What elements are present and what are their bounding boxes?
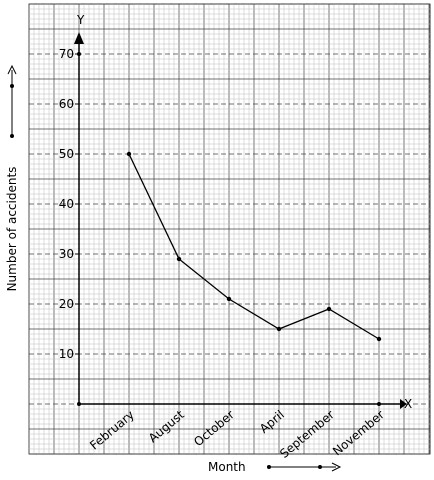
y-direction-dot — [10, 134, 14, 138]
y-tick-label: 10 — [59, 347, 74, 361]
y-tick-label: 60 — [59, 97, 74, 111]
direction-arrows — [7, 64, 342, 472]
y-direction-arrowhead — [7, 64, 17, 75]
x-direction-dot — [318, 465, 322, 469]
x-axis-end-point — [377, 402, 381, 406]
x-direction-arrowhead — [331, 462, 342, 472]
y-axis-letter: Y — [76, 13, 85, 27]
data-point — [276, 326, 282, 332]
y-axis-top-point — [77, 52, 81, 56]
x-axis-letter: X — [404, 397, 412, 411]
origin-point — [77, 402, 81, 406]
y-axis-arrowhead — [74, 32, 84, 44]
y-tick-label: 30 — [59, 247, 74, 261]
y-ticks: 10 20 30 40 50 60 70 — [59, 47, 81, 406]
y-tick-label: 70 — [59, 47, 74, 61]
x-axis-label: Month — [208, 460, 246, 474]
axes: X Y Month Number of accidents — [5, 13, 412, 474]
data-point — [126, 151, 132, 157]
data-point — [176, 256, 182, 262]
data-point — [376, 336, 382, 342]
y-axis-label: Number of accidents — [5, 167, 19, 292]
data-point — [326, 306, 332, 312]
grid — [28, 3, 431, 455]
x-axis-arrowhead — [400, 399, 407, 409]
series-line — [128, 153, 380, 340]
data-points — [126, 151, 382, 342]
y-tick-label: 40 — [59, 197, 74, 211]
y-tick-label: 50 — [59, 147, 74, 161]
y-tick-label: 20 — [59, 297, 74, 311]
y-direction-dot — [10, 84, 14, 88]
data-point — [226, 296, 232, 302]
x-direction-dot — [267, 465, 271, 469]
